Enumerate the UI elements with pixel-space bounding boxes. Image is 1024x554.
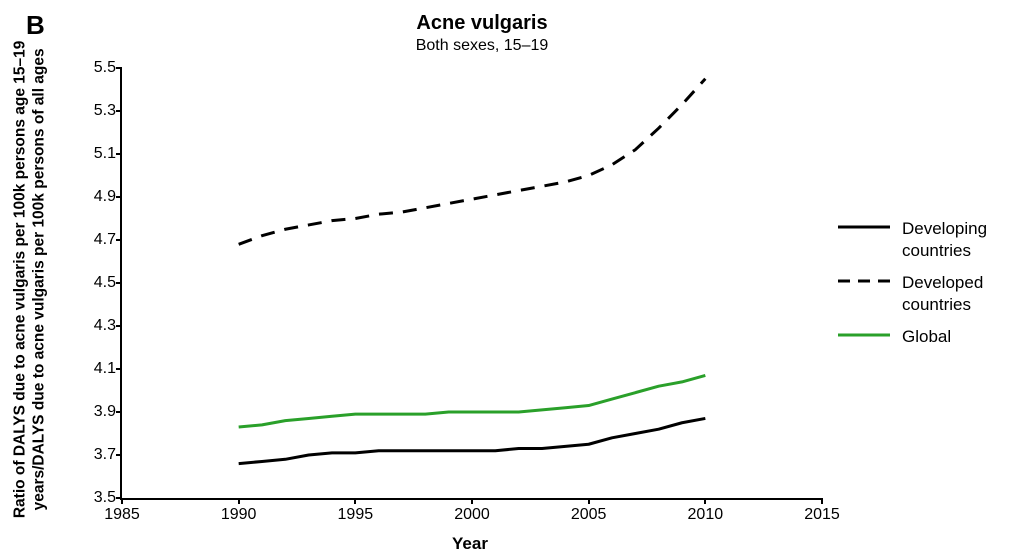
x-tick-mark [821,498,823,504]
plot-area: 3.53.73.94.14.34.54.74.95.15.35.51985199… [120,68,822,500]
y-tick-mark [116,282,122,284]
series-global [239,375,706,427]
y-tick-mark [116,153,122,155]
y-tick-mark [116,325,122,327]
y-tick-label: 3.5 [76,489,116,507]
y-tick-label: 5.3 [76,102,116,120]
legend-item-developed: Developed countries [836,272,1022,316]
x-tick-label: 1985 [104,506,140,524]
legend-label: Developed countries [902,272,1022,316]
y-axis-label: Ratio of DALYS due to acne vulgaris per … [11,19,50,539]
series-developed [239,79,706,245]
y-tick-mark [116,368,122,370]
x-tick-mark [471,498,473,504]
series-developing [239,418,706,463]
legend-item-developing: Developing countries [836,218,1022,262]
y-tick-label: 3.7 [76,446,116,464]
chart-subtitle: Both sexes, 15–19 [0,37,1024,55]
y-tick-label: 4.3 [76,317,116,335]
legend-label: Global [902,326,951,348]
y-tick-label: 5.1 [76,145,116,163]
y-tick-label: 4.9 [76,188,116,206]
y-tick-mark [116,454,122,456]
x-axis-label: Year [120,534,820,554]
x-tick-mark [238,498,240,504]
x-tick-label: 2015 [804,506,840,524]
y-tick-mark [116,110,122,112]
y-tick-mark [116,67,122,69]
plot-svg [122,68,822,498]
x-tick-label: 1990 [221,506,257,524]
legend: Developing countries Developed countries G… [836,218,1022,358]
legend-swatch [836,218,892,236]
y-tick-mark [116,411,122,413]
chart-title: Acne vulgaris [0,12,1024,35]
x-tick-mark [354,498,356,504]
x-tick-mark [704,498,706,504]
legend-label: Developing countries [902,218,1022,262]
legend-swatch [836,326,892,344]
legend-swatch [836,272,892,290]
x-tick-label: 2005 [571,506,607,524]
y-tick-label: 3.9 [76,403,116,421]
x-tick-mark [588,498,590,504]
y-tick-mark [116,196,122,198]
y-tick-label: 4.5 [76,274,116,292]
title-block: Acne vulgaris Both sexes, 15–19 [0,12,1024,55]
x-tick-label: 2010 [688,506,724,524]
y-tick-label: 5.5 [76,59,116,77]
y-tick-label: 4.1 [76,360,116,378]
chart-panel: B Acne vulgaris Both sexes, 15–19 Ratio … [0,0,1024,554]
legend-item-global: Global [836,326,1022,348]
x-tick-mark [121,498,123,504]
x-tick-label: 1995 [338,506,374,524]
x-tick-label: 2000 [454,506,490,524]
y-tick-label: 4.7 [76,231,116,249]
y-tick-mark [116,239,122,241]
